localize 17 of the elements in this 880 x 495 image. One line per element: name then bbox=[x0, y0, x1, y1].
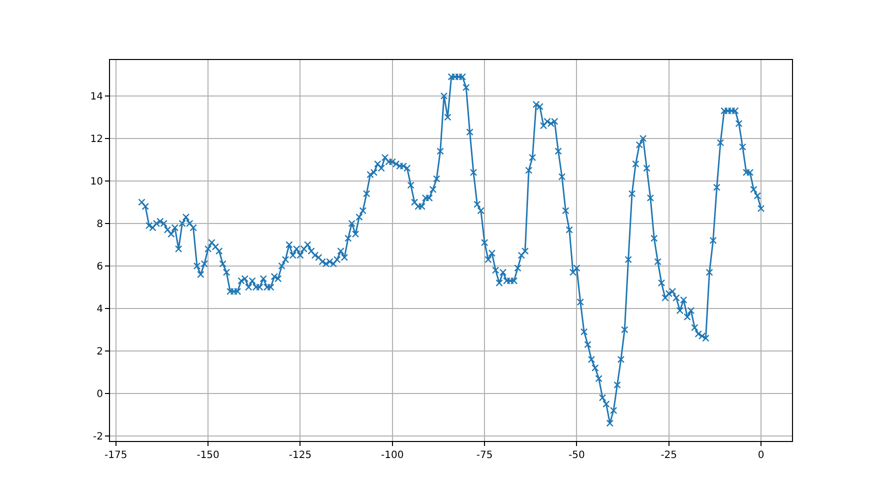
y-tick-label: 0 bbox=[96, 388, 103, 400]
x-tick-label: -25 bbox=[660, 450, 678, 461]
x-tick-label: -125 bbox=[288, 450, 312, 461]
y-tick-label: 14 bbox=[90, 91, 103, 102]
y-tick-label: 10 bbox=[90, 176, 103, 188]
x-tick-label: 0 bbox=[758, 450, 764, 461]
x-tick-label: -50 bbox=[568, 450, 585, 461]
y-tick-label: -2 bbox=[93, 431, 103, 442]
y-tick-label: 8 bbox=[96, 218, 103, 230]
y-tick-label: 2 bbox=[96, 346, 103, 358]
y-tick-label: 4 bbox=[96, 304, 103, 315]
x-tick-label: -100 bbox=[381, 450, 404, 461]
y-tick-label: 12 bbox=[90, 134, 103, 145]
x-tick-label: -150 bbox=[196, 450, 220, 461]
x-tick-label: -75 bbox=[476, 450, 493, 461]
y-tick-label: 6 bbox=[96, 261, 103, 272]
x-tick-label: -175 bbox=[104, 450, 128, 461]
